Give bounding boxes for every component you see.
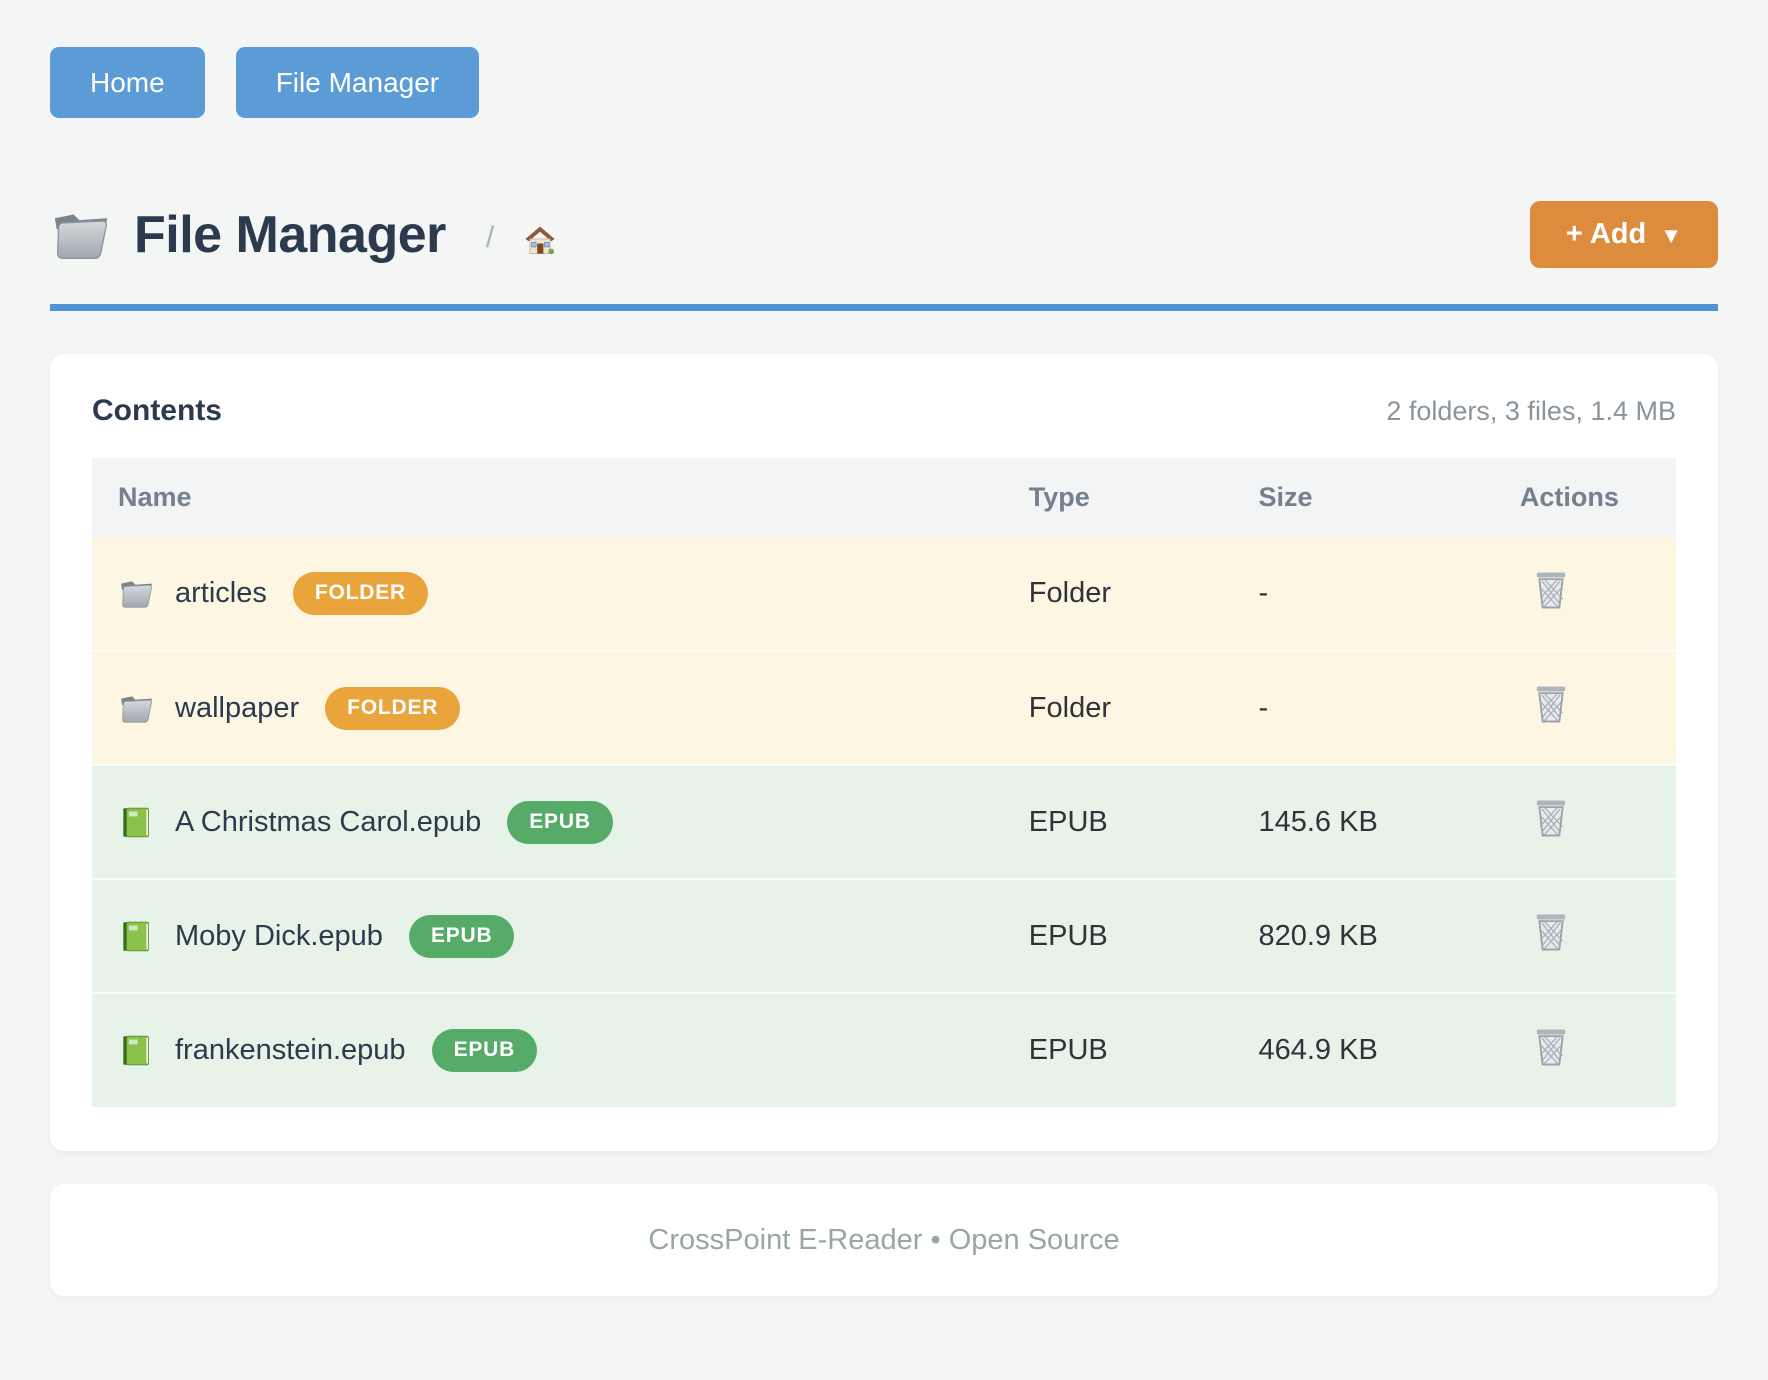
file-type: EPUB bbox=[1002, 992, 1233, 1107]
top-nav: Home File Manager bbox=[50, 47, 1718, 118]
page-header: File Manager / + Add ▼ bbox=[50, 201, 1718, 268]
trash-icon bbox=[1535, 799, 1566, 837]
column-header-name: Name bbox=[92, 458, 1003, 537]
file-name[interactable]: articles bbox=[175, 577, 267, 609]
contents-summary: 2 folders, 3 files, 1.4 MB bbox=[1386, 396, 1676, 426]
file-size: - bbox=[1232, 537, 1494, 651]
delete-button[interactable] bbox=[1534, 570, 1568, 610]
contents-card: Contents 2 folders, 3 files, 1.4 MB Name… bbox=[50, 354, 1718, 1151]
title-underline bbox=[50, 304, 1718, 311]
page-title: File Manager bbox=[134, 205, 446, 264]
file-name[interactable]: wallpaper bbox=[175, 691, 300, 724]
table-row: frankenstein.epub EPUB EPUB 464.9 KB bbox=[92, 992, 1676, 1107]
trash-icon bbox=[1535, 685, 1566, 723]
column-header-type: Type bbox=[1002, 458, 1233, 537]
nav-file-manager-button[interactable]: File Manager bbox=[235, 47, 480, 118]
delete-button[interactable] bbox=[1534, 684, 1568, 724]
add-button-label: + Add bbox=[1565, 218, 1647, 250]
type-badge: FOLDER bbox=[292, 572, 428, 615]
file-name[interactable]: A Christmas Carol.epub bbox=[175, 805, 482, 838]
file-type: EPUB bbox=[1002, 764, 1233, 879]
file-table-body: articles FOLDER Folder - wallpaper FOLDE… bbox=[92, 537, 1676, 1107]
table-row: wallpaper FOLDER Folder - bbox=[92, 650, 1676, 765]
type-badge: EPUB bbox=[431, 1029, 538, 1072]
card-title: Contents bbox=[92, 394, 222, 427]
home-icon[interactable] bbox=[522, 222, 558, 256]
delete-button[interactable] bbox=[1534, 1027, 1568, 1067]
type-badge: FOLDER bbox=[325, 686, 461, 730]
table-row: articles FOLDER Folder - bbox=[92, 537, 1676, 651]
book-icon bbox=[122, 921, 150, 951]
breadcrumb-separator: / bbox=[485, 220, 495, 254]
file-size: 464.9 KB bbox=[1232, 992, 1494, 1107]
column-header-size: Size bbox=[1232, 458, 1494, 537]
book-icon bbox=[122, 1035, 150, 1066]
footer: CrossPoint E-Reader • Open Source bbox=[50, 1184, 1718, 1296]
type-badge: EPUB bbox=[507, 800, 613, 844]
file-type: Folder bbox=[1002, 650, 1233, 765]
delete-button[interactable] bbox=[1534, 798, 1568, 838]
footer-text: CrossPoint E-Reader • Open Source bbox=[648, 1223, 1120, 1256]
type-badge: EPUB bbox=[408, 914, 515, 958]
file-size: - bbox=[1232, 650, 1494, 765]
file-name[interactable]: Moby Dick.epub bbox=[175, 919, 383, 952]
file-name[interactable]: frankenstein.epub bbox=[175, 1034, 406, 1066]
file-size: 820.9 KB bbox=[1232, 878, 1494, 993]
trash-icon bbox=[1535, 913, 1566, 951]
file-type: EPUB bbox=[1002, 878, 1233, 993]
column-header-actions: Actions bbox=[1493, 458, 1676, 537]
add-button[interactable]: + Add ▼ bbox=[1529, 201, 1718, 268]
trash-icon bbox=[1535, 571, 1566, 608]
delete-button[interactable] bbox=[1534, 912, 1568, 952]
file-table: Name Type Size Actions articles FOLDER F… bbox=[92, 458, 1676, 1107]
book-icon bbox=[122, 807, 150, 837]
file-type: Folder bbox=[1002, 537, 1233, 651]
chevron-down-icon: ▼ bbox=[1660, 222, 1682, 248]
title-group: File Manager / bbox=[50, 205, 1530, 265]
table-header-row: Name Type Size Actions bbox=[92, 458, 1676, 537]
folder-icon bbox=[54, 213, 108, 259]
file-size: 145.6 KB bbox=[1232, 764, 1494, 879]
folder-icon bbox=[120, 580, 153, 608]
trash-icon bbox=[1535, 1028, 1566, 1065]
table-row: A Christmas Carol.epub EPUB EPUB 145.6 K… bbox=[92, 764, 1676, 879]
table-row: Moby Dick.epub EPUB EPUB 820.9 KB bbox=[92, 878, 1676, 993]
card-header: Contents 2 folders, 3 files, 1.4 MB bbox=[92, 394, 1676, 428]
nav-home-button[interactable]: Home bbox=[50, 47, 205, 118]
folder-icon bbox=[120, 695, 153, 723]
